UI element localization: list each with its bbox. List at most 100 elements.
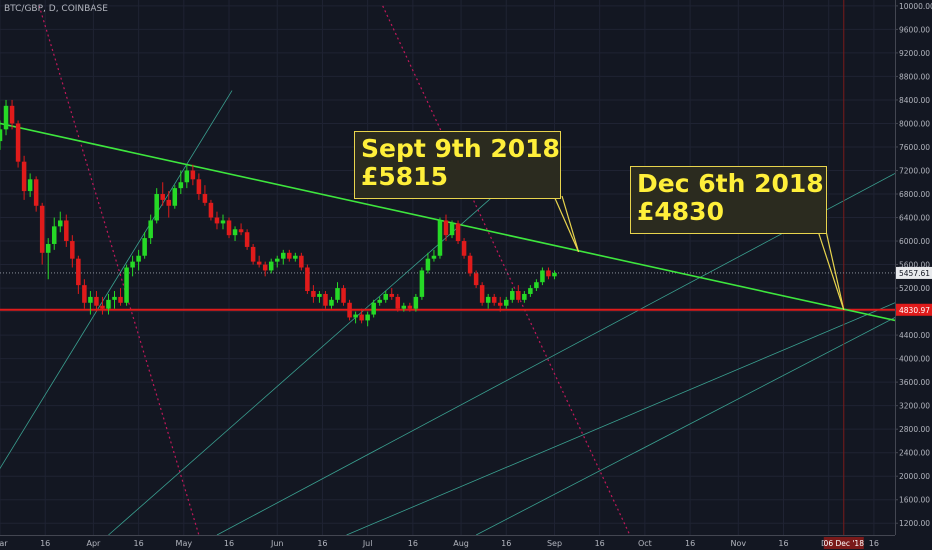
candle-body <box>371 302 376 315</box>
price-tick-label: 7200.00 <box>899 166 930 175</box>
price-tick-label: 1200.00 <box>899 519 930 528</box>
candle-body <box>479 285 485 303</box>
time-tick-label: Mar <box>0 539 8 548</box>
candle-body <box>27 179 33 192</box>
candle-body <box>341 288 346 303</box>
candle-body <box>401 305 407 309</box>
candle-body <box>534 282 539 289</box>
price-tick-label: 1600.00 <box>899 496 930 505</box>
candle-body <box>437 220 443 256</box>
price-tag-label: 4830.97 <box>899 306 930 315</box>
candle-body <box>178 182 184 189</box>
callout-sept-date: Sept 9th 2018 <box>361 134 560 163</box>
callout-pointer <box>825 230 845 310</box>
price-tag <box>896 266 932 279</box>
fan-line <box>346 302 896 536</box>
candle-body <box>443 220 449 236</box>
candle-body <box>88 296 93 303</box>
candle-body <box>383 293 388 300</box>
time-tick-label: 16 <box>685 539 695 548</box>
candle-body <box>256 261 262 265</box>
candle-body <box>299 255 304 268</box>
price-tick-label: 6800.00 <box>899 190 930 199</box>
price-tick-label: 5600.00 <box>899 261 930 270</box>
price-tick-label: 4400.00 <box>899 331 930 340</box>
callout-sept-price: £5815 <box>361 162 448 191</box>
candle-body <box>226 220 232 236</box>
candle-body <box>190 170 196 180</box>
candle-body <box>359 314 364 321</box>
candle-body <box>21 161 27 192</box>
time-tick-label: 16 <box>40 539 50 548</box>
candle-body <box>244 232 250 247</box>
price-tick-label: 6000.00 <box>899 237 930 246</box>
candle-body <box>166 199 172 206</box>
candle-body <box>431 255 437 259</box>
candle-body <box>106 299 111 309</box>
candle-body <box>160 194 165 200</box>
grid <box>0 0 895 535</box>
candle-body <box>528 288 533 294</box>
candle-body <box>124 267 129 303</box>
time-tick-label: 16 <box>595 539 605 548</box>
candle-body <box>293 255 298 259</box>
candle-body <box>172 188 178 206</box>
time-tick-label: Nov <box>730 539 746 548</box>
candle-body <box>274 258 280 262</box>
time-tick-label: 16 <box>224 539 234 548</box>
candle-body <box>262 264 268 271</box>
candle-body <box>232 229 238 236</box>
candle-body <box>268 261 274 271</box>
price-tick-label: 3600.00 <box>899 378 930 387</box>
candle-body <box>238 229 244 233</box>
candle-body <box>329 299 334 306</box>
candle-body <box>317 293 322 297</box>
candle-body <box>335 288 340 300</box>
time-tick-label: Jul <box>362 539 373 548</box>
price-tick-label: 4000.00 <box>899 355 930 364</box>
candle-body <box>305 267 310 292</box>
candle-body <box>365 314 370 321</box>
candle-body <box>287 252 292 259</box>
candle-body <box>504 299 509 306</box>
candle-body <box>214 217 220 224</box>
fan-line <box>0 90 233 470</box>
candle-body <box>33 179 39 206</box>
candle-body <box>419 270 425 297</box>
price-tick-label: 10000.00 <box>899 2 932 11</box>
candle-body <box>202 194 208 203</box>
price-tick-label: 6400.00 <box>899 214 930 223</box>
price-tick-label: 9200.00 <box>899 49 930 58</box>
candle-body <box>70 241 75 259</box>
time-tick-label: 16 <box>408 539 418 548</box>
candle-body <box>455 223 461 242</box>
time-tick-label: Jun <box>270 539 284 548</box>
candle-body <box>497 302 503 306</box>
time-tick-label: Aug <box>453 539 469 548</box>
candle-body <box>184 170 190 183</box>
dotted-trend-line <box>38 5 200 536</box>
price-tick-label: 2400.00 <box>899 449 930 458</box>
candle-body <box>136 255 141 262</box>
callout-sept-9th: Sept 9th 2018 £5815 <box>354 131 561 199</box>
candle-body <box>9 105 15 124</box>
price-tick-label: 7600.00 <box>899 143 930 152</box>
callout-dec-date: Dec 6th 2018 <box>637 169 824 198</box>
candle-body <box>15 123 21 162</box>
price-tick-label: 2800.00 <box>899 425 930 434</box>
candle-body <box>491 296 497 303</box>
candle-body <box>148 220 153 239</box>
price-tick-label: 5200.00 <box>899 284 930 293</box>
date-marker-label: 06 Dec '18 <box>824 539 865 548</box>
candle-body <box>425 258 431 271</box>
candle-body <box>142 238 147 256</box>
callout-pointer <box>817 230 845 311</box>
candle-body <box>82 285 87 303</box>
candle-body <box>154 194 159 221</box>
candle-body <box>0 129 3 142</box>
price-tick-label: 2000.00 <box>899 472 930 481</box>
candle-body <box>64 220 69 242</box>
